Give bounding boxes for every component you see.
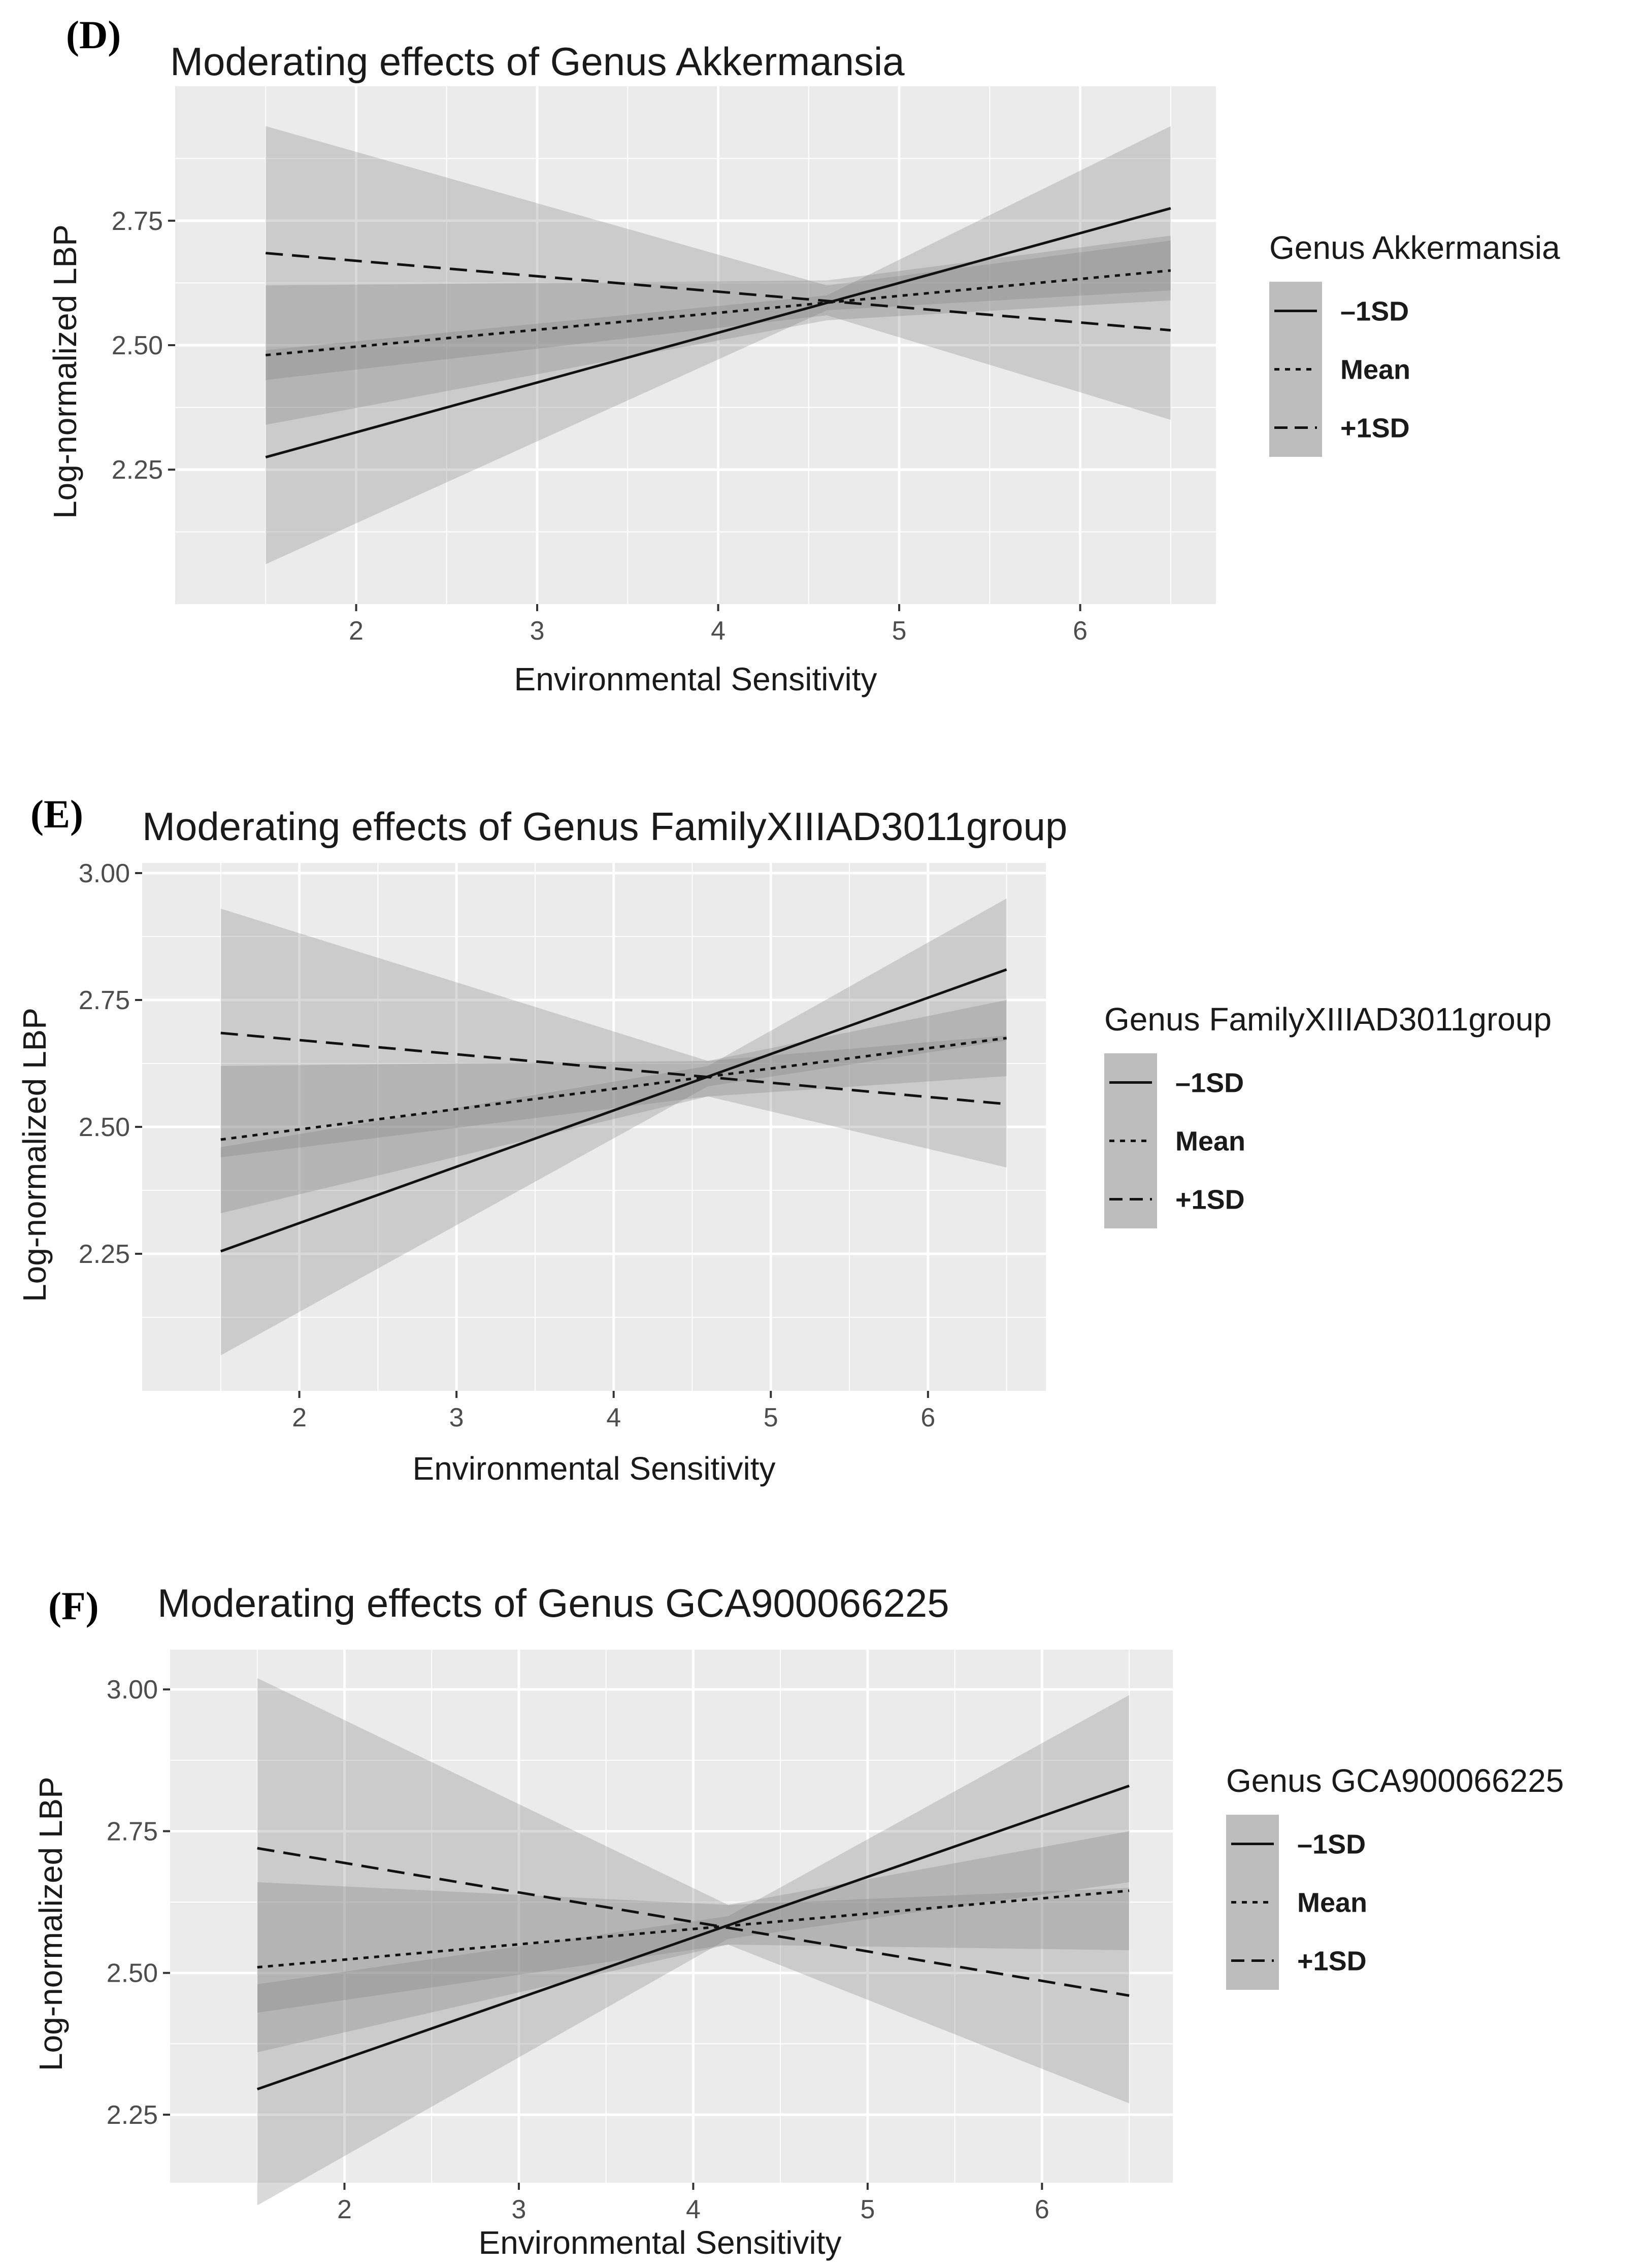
x-tick-label: 6 (1035, 2195, 1049, 2224)
x-tick-label: 5 (892, 616, 907, 646)
series-line (257, 1847, 1130, 1997)
legend-title: Genus GCA900066225 (1226, 1762, 1564, 1799)
y-tick-label: 3.00 (107, 1675, 158, 1705)
y-tick-label: 2.50 (107, 1959, 158, 1988)
legend-label: +1SD (1340, 413, 1410, 444)
y-tick-label: 2.75 (112, 207, 163, 236)
plot-area: 2 3 4 5 6 2.25 2.50 2.75 3.00 (79, 859, 1046, 1432)
x-tick-label: 3 (530, 616, 545, 646)
legend-title: Genus Akkermansia (1269, 229, 1560, 266)
y-tick-label: 2.50 (112, 331, 163, 360)
series-line (220, 968, 1007, 1253)
x-tick-label: 5 (860, 2195, 875, 2224)
legend: Genus GCA900066225 –1SD Mean +1SD (1226, 1762, 1564, 1990)
confidence-band (266, 126, 1171, 420)
confidence-band (257, 1678, 1130, 2104)
confidence-band (220, 1000, 1007, 1213)
plot-background (170, 1650, 1173, 2183)
panel-f: (F) Moderating effects of Genus GCA90006… (32, 1581, 1564, 2261)
x-tick-label: 3 (449, 1403, 464, 1432)
confidence-band (257, 1695, 1130, 2206)
legend-label: Mean (1340, 355, 1410, 385)
chart-title: Moderating effects of Genus FamilyXIIIAD… (142, 804, 1067, 849)
y-axis-title: Log-normalized LBP (16, 1008, 53, 1302)
x-tick-label: 6 (920, 1403, 935, 1432)
confidence-band (220, 898, 1007, 1355)
legend-label: Mean (1297, 1888, 1367, 1918)
plot-area: 2 3 4 5 6 2.25 2.50 2.75 3.00 (107, 1650, 1173, 2224)
confidence-band (266, 126, 1171, 564)
y-tick-label: 2.25 (107, 2100, 158, 2130)
legend: Genus Akkermansia –1SD Mean +1SD (1269, 229, 1560, 457)
y-tick-label: 2.75 (79, 986, 130, 1015)
panel-e: (E) Moderating effects of Genus FamilyXI… (16, 792, 1552, 1487)
confidence-band (266, 236, 1171, 425)
series-line (257, 1889, 1130, 1969)
x-tick-label: 5 (764, 1403, 778, 1432)
panel-label: (E) (30, 792, 83, 836)
x-tick-label: 2 (292, 1403, 307, 1432)
confidence-band (257, 1831, 1130, 2053)
y-axis-title: Log-normalized LBP (32, 1777, 69, 2071)
confidence-band (220, 909, 1007, 1168)
legend-label: –1SD (1340, 296, 1409, 327)
series-line (220, 1037, 1007, 1141)
x-tick-label: 4 (686, 2195, 701, 2224)
x-tick-label: 2 (337, 2195, 352, 2224)
legend: Genus FamilyXIIIAD3011group –1SD Mean +1SD (1104, 1001, 1552, 1228)
chart-title: Moderating effects of Genus GCA900066225 (157, 1581, 949, 1625)
y-axis-title: Log-normalized LBP (47, 224, 83, 519)
y-tick-label: 2.25 (112, 455, 163, 485)
legend-label: +1SD (1297, 1946, 1367, 1977)
x-axis-title: Environmental Sensitivity (479, 2224, 842, 2261)
legend-label: –1SD (1297, 1829, 1366, 1860)
x-axis-title: Environmental Sensitivity (413, 1450, 776, 1487)
y-tick-label: 2.75 (107, 1817, 158, 1846)
y-tick-label: 3.00 (79, 859, 130, 888)
y-tick-label: 2.50 (79, 1113, 130, 1142)
panel-d: (D) Moderating effects of Genus Akkerman… (47, 13, 1560, 697)
series-line (266, 252, 1171, 332)
x-tick-label: 6 (1073, 616, 1087, 646)
chart-title: Moderating effects of Genus Akkermansia (170, 39, 905, 84)
series-line (256, 1784, 1130, 2091)
panel-label: (F) (48, 1584, 99, 1628)
panel-label: (D) (66, 13, 121, 57)
legend-label: +1SD (1175, 1185, 1245, 1215)
series-line (266, 269, 1171, 357)
x-tick-label: 4 (606, 1403, 621, 1432)
legend-title: Genus FamilyXIIIAD3011group (1104, 1001, 1552, 1038)
x-tick-label: 3 (511, 2195, 526, 2224)
series-line (265, 207, 1171, 459)
x-tick-label: 2 (349, 616, 364, 646)
y-tick-label: 2.25 (79, 1240, 130, 1269)
plot-area: 2 3 4 5 6 2.25 2.50 2.75 (112, 86, 1216, 646)
x-axis-title: Environmental Sensitivity (514, 661, 877, 697)
x-tick-label: 4 (711, 616, 726, 646)
legend-label: Mean (1175, 1126, 1245, 1157)
legend-label: –1SD (1175, 1068, 1244, 1098)
